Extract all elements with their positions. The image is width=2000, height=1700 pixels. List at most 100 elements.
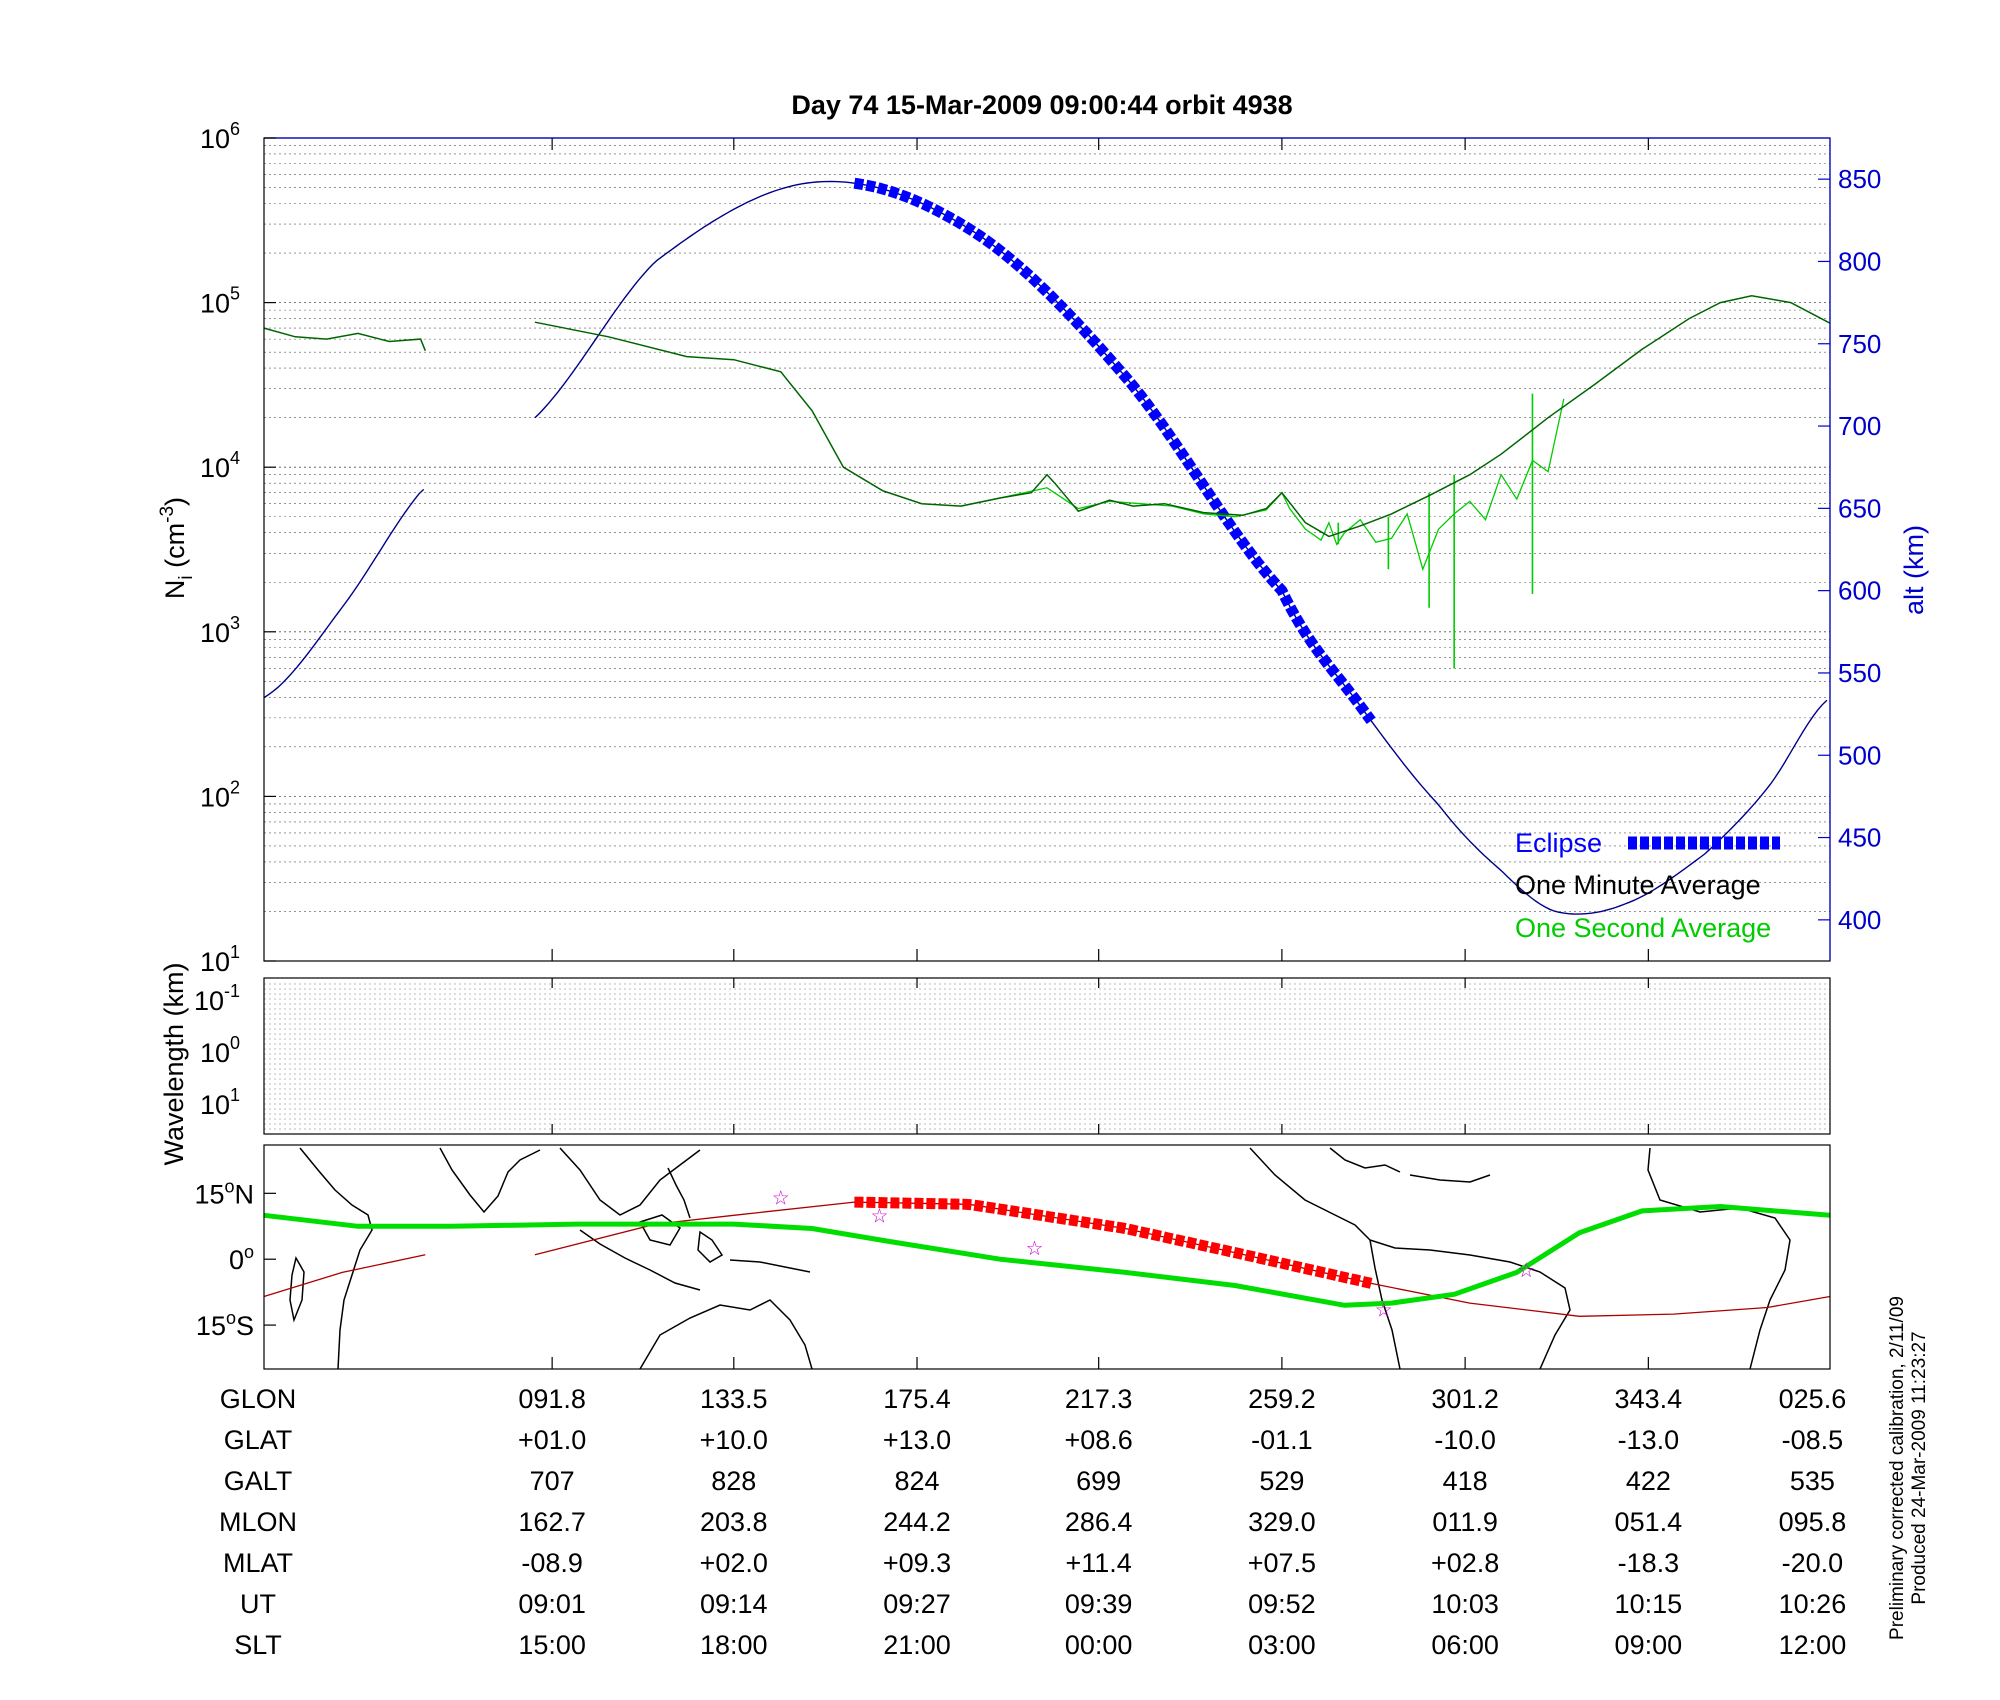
- right-tick-label: 750: [1838, 329, 1881, 359]
- footer-line2: Produced 24-Mar-2009 11:23:27: [1909, 1331, 1930, 1604]
- table-cell: +13.0: [883, 1425, 951, 1455]
- table-cell: -18.3: [1618, 1548, 1680, 1578]
- tick-base: 10: [200, 1090, 230, 1120]
- tick-exponent: 5: [230, 284, 240, 304]
- table-cell: 15:00: [518, 1630, 586, 1660]
- eclipse-track-line: [854, 1196, 1373, 1289]
- tick-exponent: 6: [230, 119, 240, 139]
- map-markers: ☆ ☆ ☆ ☆ ☆: [772, 1188, 1535, 1322]
- south-america-west-coast: [1369, 1239, 1401, 1369]
- africa-coast: [299, 1147, 373, 1369]
- lat-degrees: 15: [194, 1179, 224, 1209]
- right-tick-label: 550: [1838, 658, 1881, 688]
- altitude-line-segment: [263, 488, 425, 699]
- tick-base: 10: [200, 618, 230, 648]
- west-africa-coast: [1647, 1147, 1791, 1369]
- y-tick-label: 101: [200, 1085, 240, 1120]
- caribbean-islands: [1409, 1174, 1491, 1183]
- legend-second-label: One Second Average: [1515, 913, 1771, 943]
- tick-base: 10: [194, 986, 224, 1016]
- table-cell: 00:00: [1065, 1630, 1133, 1660]
- table-cell: 18:00: [700, 1630, 768, 1660]
- table-cell: 051.4: [1615, 1507, 1683, 1537]
- table-cell: 699: [1076, 1466, 1121, 1496]
- chart-title: Day 74 15-Mar-2009 09:00:44 orbit 4938: [791, 90, 1292, 120]
- table-cell: 10:26: [1779, 1589, 1847, 1619]
- tick-exponent: 4: [230, 448, 240, 468]
- lat-tick-label: 0o: [229, 1242, 254, 1275]
- tick-base: 10: [200, 782, 230, 812]
- table-cell: 529: [1259, 1466, 1304, 1496]
- table-cell: +02.0: [700, 1548, 768, 1578]
- table-cell: 259.2: [1248, 1384, 1316, 1414]
- table-cell: 301.2: [1431, 1384, 1499, 1414]
- right-tick-label: 650: [1838, 493, 1881, 523]
- lat-degrees: 15: [196, 1311, 226, 1341]
- y-tick-label: 103: [200, 613, 240, 648]
- density-grid: [264, 145, 1830, 962]
- row-label: UT: [240, 1589, 276, 1619]
- row-label: GLON: [220, 1384, 297, 1414]
- table-cell: 422: [1626, 1466, 1671, 1496]
- ground-track-line: [263, 1254, 426, 1298]
- degree-symbol: o: [224, 1176, 234, 1196]
- right-tick-label: 700: [1838, 411, 1881, 441]
- table-cell: +11.4: [1066, 1548, 1132, 1578]
- star-marker: ☆: [1026, 1238, 1044, 1260]
- wavelength-axis-label: Wavelength (km): [159, 962, 189, 1165]
- table-cell: +07.5: [1248, 1548, 1316, 1578]
- table-cell: 162.7: [518, 1507, 586, 1537]
- table-cell: 09:52: [1248, 1589, 1316, 1619]
- tick-base: 10: [200, 289, 230, 319]
- australia-coast: [639, 1299, 813, 1369]
- borneo-outline: [638, 1214, 681, 1246]
- one-minute-average-line: [263, 327, 426, 351]
- new-guinea-coast: [729, 1259, 811, 1273]
- table-cell: 10:03: [1431, 1589, 1499, 1619]
- tick-base: 10: [200, 1038, 230, 1068]
- table-cell: -08.5: [1782, 1425, 1844, 1455]
- asia-coast: [559, 1147, 701, 1216]
- y-tick-label: 104: [200, 448, 240, 483]
- row-label: GALT: [224, 1466, 293, 1496]
- star-marker: ☆: [1375, 1300, 1393, 1322]
- right-tick-label: 600: [1838, 576, 1881, 606]
- legend-eclipse-label: Eclipse: [1515, 828, 1602, 858]
- table-cell: 286.4: [1065, 1507, 1133, 1537]
- table-cell: 09:00: [1615, 1630, 1683, 1660]
- star-marker: ☆: [870, 1205, 888, 1227]
- table-cell: 095.8: [1779, 1507, 1847, 1537]
- y-tick-label: 100: [200, 1033, 240, 1068]
- table-cell: 217.3: [1065, 1384, 1133, 1414]
- table-cell: 06:00: [1431, 1630, 1499, 1660]
- table-cell: 707: [530, 1466, 575, 1496]
- legend: Eclipse One Minute Average One Second Av…: [1515, 828, 1780, 943]
- degree-symbol: o: [226, 1308, 236, 1328]
- row-label: GLAT: [224, 1425, 293, 1455]
- table-cell: -20.0: [1782, 1548, 1844, 1578]
- one-minute-average-line: [534, 295, 1831, 538]
- table-cell: 244.2: [883, 1507, 951, 1537]
- tick-base: 10: [200, 453, 230, 483]
- coastlines: [289, 1147, 1791, 1369]
- y-tick-label: 101: [200, 942, 240, 977]
- y-tick-label: 102: [200, 777, 240, 812]
- sulawesi-outline: [697, 1230, 724, 1263]
- table-cell: 203.8: [700, 1507, 768, 1537]
- wavelength-frame: [263, 977, 1831, 1135]
- lat-tick-label: 15oN: [194, 1176, 254, 1209]
- right-tick-label: 500: [1838, 740, 1881, 770]
- table-cell: +10.0: [700, 1425, 768, 1455]
- lat-degrees: 0: [229, 1245, 244, 1275]
- y-tick-label: 106: [200, 119, 240, 154]
- philippines-outline: [667, 1167, 691, 1219]
- table-cell: 09:27: [883, 1589, 951, 1619]
- star-marker: ☆: [1517, 1260, 1535, 1282]
- y-tick-label: 105: [200, 284, 240, 319]
- wavelength-grid: [264, 978, 1830, 1134]
